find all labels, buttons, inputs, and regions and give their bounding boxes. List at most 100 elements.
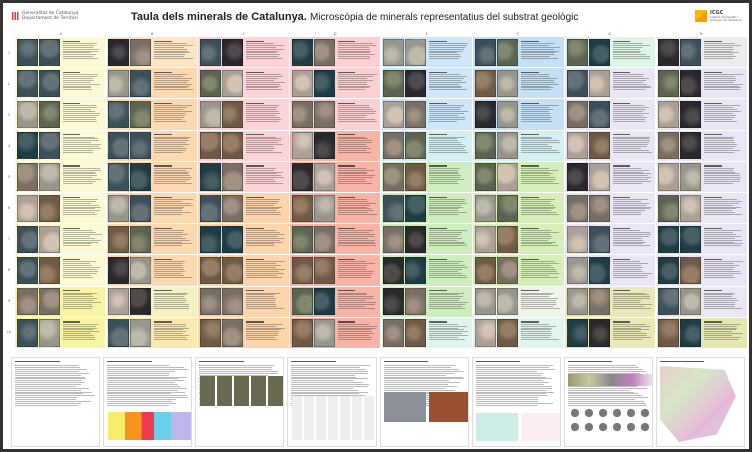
mineral-card[interactable]: [656, 99, 747, 130]
text-line: [520, 268, 556, 270]
mineral-card[interactable]: [290, 68, 381, 99]
mineral-card[interactable]: [656, 161, 747, 192]
mineral-card[interactable]: [381, 161, 472, 192]
mineral-card[interactable]: [106, 286, 197, 317]
mineral-card[interactable]: [565, 255, 656, 286]
mineral-card[interactable]: [473, 255, 564, 286]
mineral-card[interactable]: [198, 99, 289, 130]
text-line: [612, 265, 642, 266]
mineral-card[interactable]: [473, 130, 564, 161]
mineral-card[interactable]: [473, 68, 564, 99]
text-line: [154, 303, 190, 305]
mineral-card[interactable]: [15, 317, 106, 348]
mineral-card[interactable]: [106, 161, 197, 192]
mineral-card[interactable]: [381, 99, 472, 130]
text-line: [154, 214, 182, 215]
mineral-card[interactable]: [656, 224, 747, 255]
mineral-card[interactable]: [381, 224, 472, 255]
mineral-card[interactable]: [290, 317, 381, 348]
text-line: [520, 146, 553, 147]
mineral-card[interactable]: [106, 255, 197, 286]
mineral-card[interactable]: [381, 317, 472, 348]
mineral-card[interactable]: [290, 130, 381, 161]
mineral-card[interactable]: [290, 99, 381, 130]
mineral-card[interactable]: [290, 193, 381, 224]
mineral-card[interactable]: [381, 255, 472, 286]
mineral-card[interactable]: [198, 224, 289, 255]
mineral-card[interactable]: [381, 37, 472, 68]
mineral-card[interactable]: [381, 68, 472, 99]
mineral-card[interactable]: [198, 37, 289, 68]
mineral-card[interactable]: [15, 68, 106, 99]
mineral-card[interactable]: [198, 161, 289, 192]
mineral-card[interactable]: [381, 130, 472, 161]
mineral-card[interactable]: [15, 224, 106, 255]
mineral-card[interactable]: [656, 286, 747, 317]
mineral-card[interactable]: [290, 37, 381, 68]
text-line: [520, 331, 551, 333]
mineral-card[interactable]: [473, 37, 564, 68]
text-line: [612, 142, 649, 144]
mineral-card[interactable]: [565, 130, 656, 161]
text-line: [154, 233, 188, 235]
mineral-card[interactable]: [381, 193, 472, 224]
mineral-card[interactable]: [656, 68, 747, 99]
text-line: [62, 77, 94, 79]
mineral-card[interactable]: [15, 255, 106, 286]
mineral-description: [611, 70, 654, 97]
mineral-card[interactable]: [565, 286, 656, 317]
mineral-card[interactable]: [290, 286, 381, 317]
mineral-card[interactable]: [198, 255, 289, 286]
mineral-card[interactable]: [106, 317, 197, 348]
mineral-card[interactable]: [565, 37, 656, 68]
mineral-card[interactable]: [106, 130, 197, 161]
text-line: [383, 384, 448, 385]
mineral-card[interactable]: [565, 161, 656, 192]
mineral-card[interactable]: [565, 193, 656, 224]
text-line: [704, 263, 734, 265]
text-line: [520, 233, 551, 235]
mineral-card[interactable]: [565, 68, 656, 99]
mineral-card[interactable]: [656, 37, 747, 68]
mineral-card[interactable]: [15, 99, 106, 130]
mineral-card[interactable]: [15, 286, 106, 317]
mineral-card[interactable]: [290, 161, 381, 192]
mineral-card[interactable]: [106, 193, 197, 224]
mineral-name-line: [612, 40, 631, 42]
text-line: [245, 83, 280, 85]
mineral-card[interactable]: [656, 130, 747, 161]
mineral-card[interactable]: [656, 317, 747, 348]
mineral-card[interactable]: [565, 317, 656, 348]
mineral-card[interactable]: [290, 255, 381, 286]
mineral-card[interactable]: [473, 286, 564, 317]
mineral-card[interactable]: [198, 286, 289, 317]
mineral-card[interactable]: [106, 37, 197, 68]
text-line: [337, 105, 369, 107]
mineral-card[interactable]: [473, 99, 564, 130]
mineral-card[interactable]: [15, 130, 106, 161]
mineral-card[interactable]: [656, 193, 747, 224]
text-line: [704, 302, 735, 303]
mineral-card[interactable]: [290, 224, 381, 255]
text-line: [429, 235, 458, 237]
text-line: [704, 331, 732, 333]
mineral-card[interactable]: [15, 193, 106, 224]
mineral-card[interactable]: [198, 317, 289, 348]
mineral-card[interactable]: [381, 286, 472, 317]
mineral-card[interactable]: [15, 37, 106, 68]
text-line: [337, 245, 377, 247]
mineral-card[interactable]: [565, 224, 656, 255]
mineral-card[interactable]: [106, 68, 197, 99]
mineral-card[interactable]: [565, 99, 656, 130]
mineral-card[interactable]: [15, 161, 106, 192]
mineral-card[interactable]: [106, 99, 197, 130]
mineral-card[interactable]: [473, 193, 564, 224]
mineral-card[interactable]: [656, 255, 747, 286]
mineral-card[interactable]: [198, 68, 289, 99]
mineral-card[interactable]: [198, 193, 289, 224]
mineral-card[interactable]: [106, 224, 197, 255]
mineral-card[interactable]: [198, 130, 289, 161]
mineral-card[interactable]: [473, 224, 564, 255]
mineral-card[interactable]: [473, 161, 564, 192]
mineral-card[interactable]: [473, 317, 564, 348]
